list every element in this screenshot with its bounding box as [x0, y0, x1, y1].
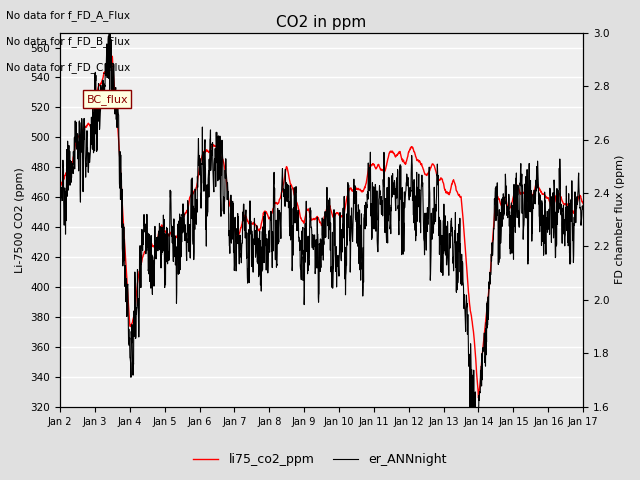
er_ANNnight [297, 263, 305, 268]
Text: BC_flux: BC_flux [86, 94, 128, 105]
Title: CO2 in ppm: CO2 in ppm [276, 15, 367, 30]
li75_co2_ppm [564, 204, 572, 209]
er_ANNnight [564, 241, 572, 247]
li75_co2_ppm [475, 395, 483, 401]
er_ANNnight [56, 187, 64, 192]
Text: No data for f_FD_B_Flux: No data for f_FD_B_Flux [6, 36, 131, 47]
Text: No data for f_FD_A_Flux: No data for f_FD_A_Flux [6, 10, 131, 21]
er_ANNnight [106, 30, 113, 36]
Legend: li75_co2_ppm, er_ANNnight: li75_co2_ppm, er_ANNnight [188, 448, 452, 471]
er_ANNnight [468, 411, 476, 417]
Line: er_ANNnight: er_ANNnight [60, 33, 583, 414]
Text: No data for f_FD_C_Flux: No data for f_FD_C_Flux [6, 62, 131, 73]
Y-axis label: FD chamber flux (ppm): FD chamber flux (ppm) [615, 155, 625, 285]
li75_co2_ppm [108, 53, 116, 59]
er_ANNnight [579, 203, 587, 209]
li75_co2_ppm [83, 123, 90, 129]
li75_co2_ppm [579, 201, 587, 206]
li75_co2_ppm [311, 217, 319, 223]
er_ANNnight [468, 380, 476, 385]
Line: li75_co2_ppm: li75_co2_ppm [60, 56, 583, 398]
li75_co2_ppm [468, 319, 476, 324]
li75_co2_ppm [564, 203, 572, 209]
li75_co2_ppm [56, 184, 64, 190]
er_ANNnight [564, 243, 572, 249]
Y-axis label: Li-7500 CO2 (ppm): Li-7500 CO2 (ppm) [15, 167, 25, 273]
er_ANNnight [311, 232, 319, 238]
li75_co2_ppm [297, 215, 305, 221]
er_ANNnight [83, 136, 90, 142]
